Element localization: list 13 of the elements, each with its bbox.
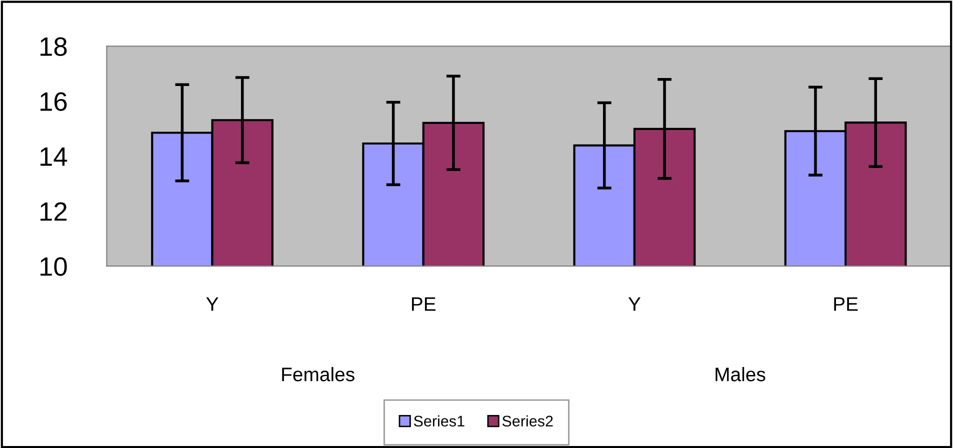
text: Males xyxy=(716,367,766,382)
x-tick-label: Y xyxy=(206,297,218,311)
x-tick-label: PE xyxy=(834,297,858,311)
y-tick-label: 10 xyxy=(40,257,67,276)
y-tick-label: 16 xyxy=(40,92,67,111)
legend-label: Series2 xyxy=(502,415,553,427)
x-tick-label: PE xyxy=(412,297,436,311)
y-tick-label: 12 xyxy=(40,202,67,221)
text: Females xyxy=(282,367,354,382)
y-tick-label: 14 xyxy=(40,148,68,166)
x-tick-label: Y xyxy=(628,297,641,311)
legend-label: Series1 xyxy=(414,415,464,427)
y-tick-label: 18 xyxy=(40,37,67,56)
